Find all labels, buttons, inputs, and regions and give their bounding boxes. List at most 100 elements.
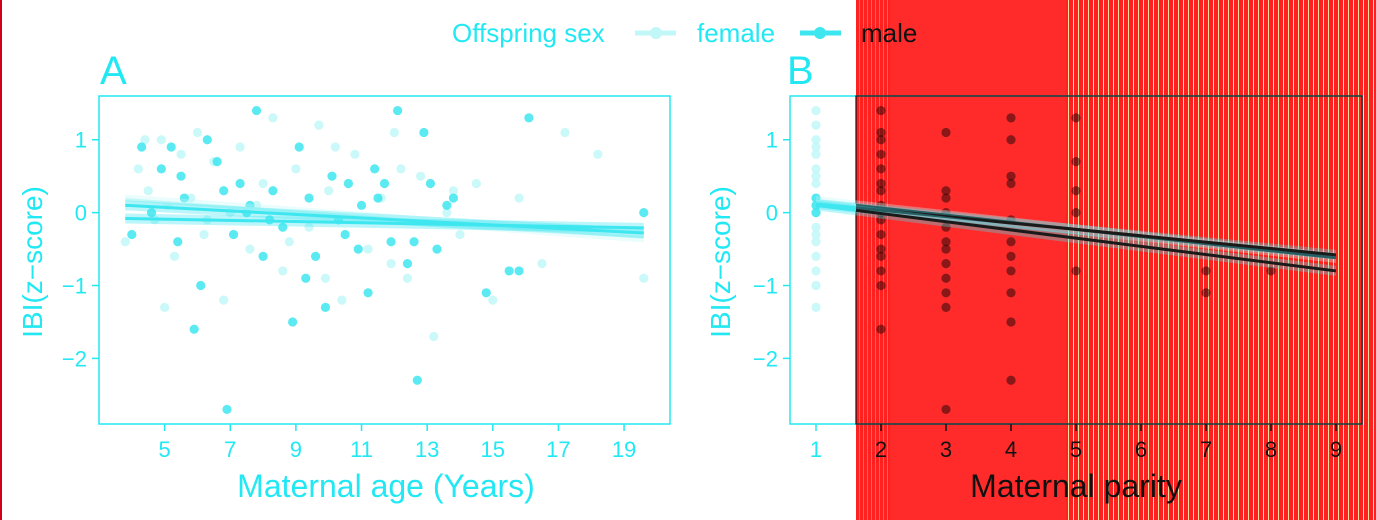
panel-a-point-male [222,404,232,415]
panel-b-point-male [876,186,886,196]
panel-a-y-tick-label: −1 [62,274,87,299]
panel-a-trend-line-male [125,216,644,230]
panel-b-point-male [941,244,951,254]
panel-b-point-male [876,135,886,145]
panel-b-trend-line-male-overlay [855,208,1337,273]
panel-b-trend-line-male-overlay [855,206,1337,257]
panel-b-point-male [1071,186,1081,196]
panel-a-x-tick-label: 19 [612,437,636,462]
panel-b-x-axis-label: Maternal parity [970,468,1182,504]
panel-b-point-male [876,324,886,334]
panel-a-plot-border [98,95,671,425]
panel-b-point-male [876,266,886,276]
panel-a-point-male [212,157,222,167]
panel-a-point-male [353,244,363,254]
panel-b-x-tick-label: 8 [1265,437,1277,462]
panel-b-point-male [1006,178,1016,189]
panel-b-y-axis-label: IBI(z−score) [705,186,736,338]
panel-a-point-female [415,171,426,181]
panel-a-point-male [137,142,147,152]
panel-a-y-tick-label: 1 [75,128,87,153]
panel-b-point-male [1006,237,1016,247]
panel-a-point-female [245,244,255,254]
panel-a-point-female [514,193,524,203]
panel-a-point-female [258,178,268,189]
panel-a-point-female [156,135,166,145]
panel-b-y-tick-label: −2 [753,346,778,371]
panel-b-trend-line-female [815,199,857,207]
panel-b-point-male [876,251,886,261]
panel-b-point-male [941,237,951,247]
panel-a-point-female [537,259,547,269]
panel-b-point-male [941,404,951,415]
figure-background [2,0,856,520]
panel-a-point-female [448,186,459,196]
panel-a-point-male [370,164,380,174]
panel-b-point-male [1006,135,1016,145]
panel-a-point-female [593,149,603,159]
panel-a-point-female [199,229,209,240]
panel-b-label: B [787,49,814,93]
panel-a-point-female [169,251,180,261]
panel-b-point-female [811,280,821,291]
panel-a-point-male [393,105,403,116]
panel-a-point-male [219,186,229,196]
panel-a-point-male [196,280,206,291]
panel-b-point-male [811,208,821,218]
panel-a-point-female [133,164,143,174]
panel-a-point-male [386,237,396,247]
panel-a-x-tick-label: 17 [546,437,570,462]
panel-b-point-female [811,302,821,312]
panel-a-point-male [251,105,262,116]
panel-b-x-tick-label: 4 [1005,437,1017,462]
panel-b-trend-line-male [815,203,857,212]
panel-a-point-female [304,222,314,232]
panel-a-point-male [402,259,413,269]
panel-a-point-female [429,331,439,342]
panel-b-point-male [876,244,886,254]
panel-b-y-tick-label: −1 [753,274,778,299]
panel-a-x-tick-label: 15 [481,437,505,462]
legend-title: Offspring sex [452,18,605,48]
panel-a-point-male [343,178,354,189]
panel-a-point-male [310,251,321,261]
panel-a-point-female [291,164,301,174]
panel-a-point-male [294,142,304,152]
panel-b-plot-border-overlay [855,95,1363,425]
panel-b-point-male [941,259,951,269]
panel-a-point-male [425,178,436,189]
panel-a-point-female [324,186,334,196]
panel-b-point-male [941,222,951,232]
panel-b-point-male [876,215,886,225]
panel-b-x-tick-label: 6 [1135,437,1147,462]
panel-b-point-male [876,280,886,291]
panel-a-point-male [409,237,419,247]
panel-a-point-female [488,295,498,305]
panel-a-point-male [356,200,367,210]
panel-a-trend-line-male [125,203,644,235]
panel-a-point-female [192,127,203,138]
legend-label-male: male [861,18,917,48]
panel-a-point-female [140,135,150,145]
panel-b-x-tick-label: 7 [1200,437,1212,462]
panel-a-point-male [166,142,176,152]
overlay-thin-stripe [856,0,890,520]
panel-a-point-male [432,244,442,254]
panel-b-point-male [1201,288,1211,298]
panel-b-x-tick-label: 5 [1070,437,1082,462]
panel-a-point-male [481,288,491,298]
panel-a-point-female [639,273,649,283]
panel-a-point-male [228,229,239,240]
panel-b-point-female [811,164,821,174]
panel-b-x-tick-label: 1 [810,437,822,462]
panel-a-point-female [363,244,373,254]
panel-b-point-male [876,105,886,116]
panel-b-point-male [941,273,951,283]
panel-a-point-female [314,120,324,130]
panel-b-x-tick-label: 3 [940,437,952,462]
panel-b-point-female [811,135,821,145]
panel-a-x-tick-label: 11 [350,437,373,462]
panel-a-x-tick-label: 13 [415,437,439,462]
